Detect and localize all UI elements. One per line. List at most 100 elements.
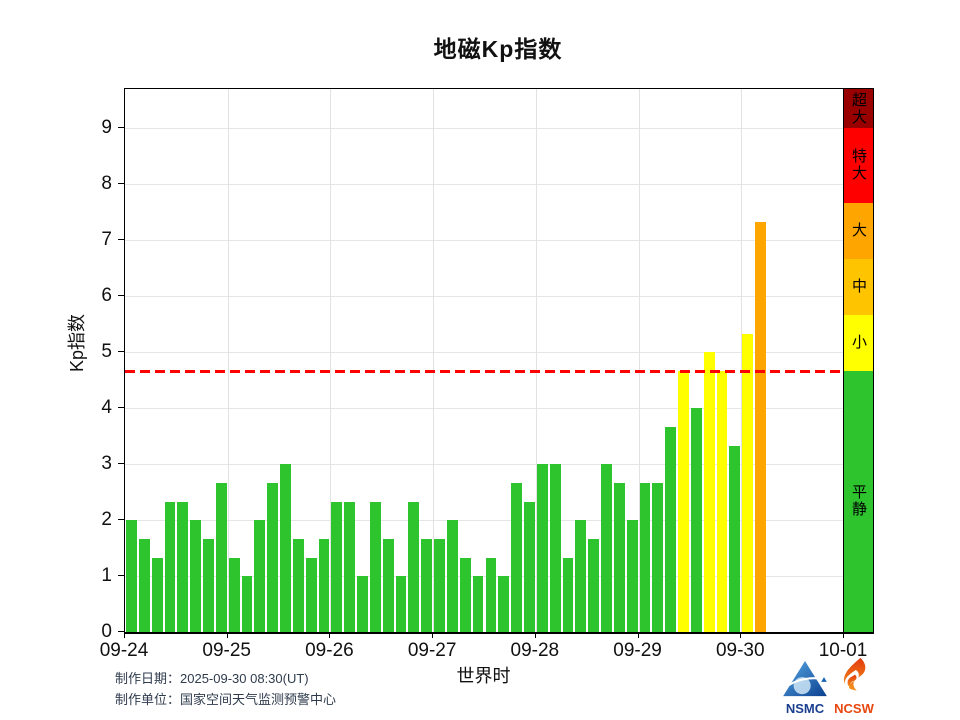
kp-bar: [177, 501, 189, 632]
y-tick-label: 9: [101, 117, 112, 139]
kp-bar: [652, 482, 664, 632]
x-tick-label: 09-30: [715, 640, 765, 661]
legend-segment: [844, 128, 873, 203]
kp-bar: [126, 520, 137, 632]
kp-bar: [151, 557, 163, 632]
kp-bar: [755, 221, 766, 632]
kp-bar: [382, 538, 394, 632]
y-tick-mark: [118, 351, 124, 353]
y-tick-label: 2: [101, 509, 112, 531]
legend-segment-label: 中: [850, 278, 867, 296]
y-tick-mark: [118, 575, 124, 577]
legend-segment-label: 特大: [850, 148, 867, 183]
kp-bar: [549, 464, 561, 632]
kp-bar: [434, 538, 445, 632]
kp-bar: [639, 482, 651, 632]
kp-bar: [267, 482, 279, 632]
gridline-vertical: [433, 89, 435, 632]
y-tick-mark: [118, 407, 124, 409]
kp-bar: [331, 501, 343, 632]
y-tick-mark: [118, 295, 124, 297]
x-tick-mark: [637, 633, 639, 638]
y-tick-mark: [118, 519, 124, 521]
y-tick-label: 1: [101, 565, 112, 587]
kp-bar: [472, 576, 484, 632]
x-tick-mark: [226, 633, 228, 638]
x-tick-label: 09-29: [613, 640, 662, 661]
gridline-horizontal: [125, 408, 844, 410]
x-axis-title: 世界时: [456, 666, 511, 686]
chart-title: 地磁Kp指数: [433, 36, 563, 62]
legend-colorbar: 超大 特大大中小平静: [843, 88, 874, 634]
kp-bar: [562, 557, 574, 632]
storm-threshold-line: [125, 369, 844, 373]
x-tick-label: 09-26: [305, 640, 354, 661]
kp-bar: [280, 464, 291, 632]
kp-bar: [613, 482, 625, 632]
x-tick-mark: [124, 633, 125, 638]
legend-segment: [844, 89, 873, 129]
legend-segment-label: 超大: [850, 91, 867, 126]
gridline-vertical: [330, 89, 332, 632]
gridline-horizontal: [125, 128, 844, 130]
kp-bar: [344, 501, 356, 632]
kp-bar: [369, 501, 381, 632]
y-tick-label: 3: [101, 453, 112, 475]
gridline-vertical: [638, 89, 640, 632]
kp-bar: [716, 370, 728, 632]
legend-segment: [844, 314, 873, 371]
nsmc-logo-icon: [783, 660, 827, 697]
kp-bar: [729, 445, 741, 632]
kp-bar: [498, 576, 510, 632]
kp-bar: [318, 538, 330, 632]
nsmc-logo-label: NSMC: [785, 701, 825, 716]
ncsw-logo: NCSW: [832, 657, 876, 716]
legend-segment-label: 平静: [850, 484, 867, 519]
kp-bar: [524, 501, 535, 632]
y-tick-label: 8: [101, 173, 112, 195]
kp-bar: [626, 520, 638, 632]
kp-bar: [459, 557, 471, 632]
gridline-horizontal: [125, 576, 844, 578]
ncsw-logo-label: NCSW: [834, 701, 874, 716]
y-tick-label: 6: [101, 285, 112, 307]
kp-bar: [511, 482, 522, 632]
x-tick-mark: [843, 633, 844, 638]
kp-bar: [241, 576, 253, 632]
kp-bar: [292, 538, 304, 632]
kp-bar: [536, 464, 548, 632]
y-tick-mark: [118, 183, 124, 185]
kp-bar: [357, 576, 368, 632]
y-tick-label: 4: [101, 397, 112, 419]
y-tick-mark: [118, 127, 124, 129]
kp-bar: [588, 538, 600, 632]
x-tick-mark: [534, 633, 536, 638]
kp-bar: [203, 538, 214, 632]
kp-bar: [678, 370, 689, 632]
kp-bar: [421, 538, 433, 632]
legend-segment: [844, 258, 873, 315]
creation-org: 制作单位：国家空间天气监测预警中心: [115, 692, 337, 707]
gridline-vertical: [227, 89, 229, 632]
y-tick-label: 5: [101, 341, 112, 363]
kp-bar: [575, 520, 587, 632]
kp-bar: [228, 557, 240, 632]
kp-bar: [690, 408, 702, 632]
kp-bar: [446, 520, 458, 632]
y-tick-mark: [118, 631, 124, 632]
x-tick-mark: [329, 633, 331, 638]
kp-bar: [138, 538, 150, 632]
legend-segment: [844, 370, 873, 632]
y-tick-mark: [118, 463, 124, 465]
kp-bar: [395, 576, 407, 632]
kp-bar: [703, 352, 715, 632]
kp-bar: [164, 501, 176, 632]
x-tick-label: 09-27: [407, 640, 457, 661]
kp-bar: [190, 520, 202, 632]
gridline-horizontal: [125, 296, 844, 298]
kp-bar: [665, 426, 677, 632]
kp-bar: [408, 501, 420, 632]
y-tick-label: 7: [101, 229, 112, 251]
plot-area: [124, 88, 845, 634]
